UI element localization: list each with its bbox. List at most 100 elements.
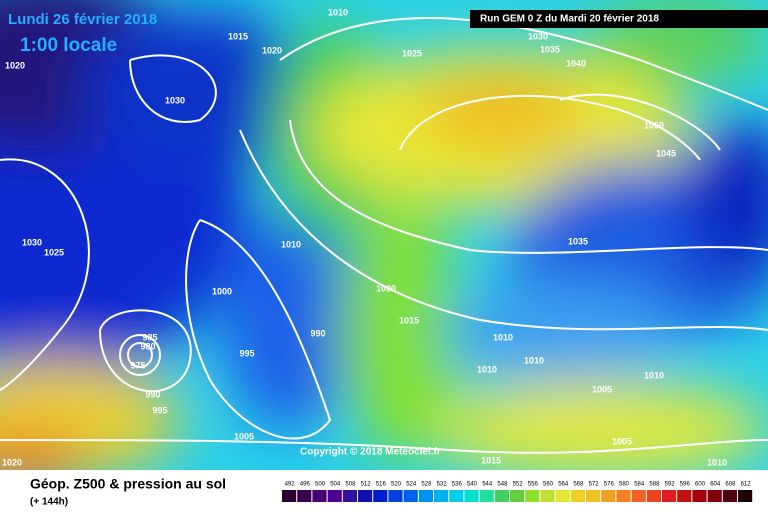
isobar-label: 1010 (644, 370, 664, 380)
isobar-label: 1010 (328, 7, 348, 17)
scale-label: 504 (330, 482, 341, 488)
scale-swatch (297, 490, 312, 502)
scale-label: 512 (361, 482, 372, 488)
isobar-label: 1050 (644, 120, 664, 130)
legend-title: Géop. Z500 & pression au sol (30, 476, 226, 492)
scale-label: 500 (315, 482, 326, 488)
scale-swatch (342, 490, 357, 502)
copyright: Copyright © 2018 Meteociel.fr (300, 447, 441, 458)
isobar-label: 975 (130, 360, 145, 370)
scale-label: 584 (634, 482, 645, 488)
scale-swatch (403, 490, 418, 502)
scale-label: 508 (345, 482, 356, 488)
color-scale: 492 496 500 504 508 512 516 520 524 528 532 536 540 5… (282, 482, 753, 502)
isobar-label: 1045 (656, 148, 676, 158)
scale-swatch (692, 490, 707, 502)
scale-swatch (616, 490, 631, 502)
scale-swatch (631, 490, 646, 502)
isobar-label: 1025 (44, 247, 64, 257)
field (0, 0, 768, 470)
scale-label: 548 (497, 482, 508, 488)
scale-label: 532 (437, 482, 448, 488)
isobar-label: 1040 (566, 58, 586, 68)
isobar-label: 1030 (528, 31, 548, 41)
scale-label: 576 (604, 482, 615, 488)
scale-swatch (510, 490, 525, 502)
scale-label: 564 (558, 482, 569, 488)
scale-swatch (479, 490, 494, 502)
scale-swatch (570, 490, 585, 502)
scale-label: 556 (528, 482, 539, 488)
scale-swatch (707, 490, 722, 502)
scale-label: 600 (695, 482, 706, 488)
scale-label: 536 (452, 482, 463, 488)
scale-swatch (464, 490, 479, 502)
isobar-label: 1010 (524, 355, 544, 365)
isobar-label: 1025 (402, 48, 422, 58)
scale-swatch (677, 490, 692, 502)
scale-swatch (722, 490, 737, 502)
isobar-label: 1020 (262, 45, 282, 55)
scale-label: 524 (406, 482, 417, 488)
scale-label: 544 (482, 482, 493, 488)
scale-label: 572 (589, 482, 600, 488)
isobar-label: 1005 (592, 384, 612, 394)
isobar-label: 1035 (540, 44, 560, 54)
scale-swatch (327, 490, 342, 502)
scale-label: 604 (710, 482, 721, 488)
scale-label: 520 (391, 482, 402, 488)
isobar-label: 1005 (234, 431, 254, 441)
scale-swatch (373, 490, 388, 502)
scale-label: 580 (619, 482, 630, 488)
scale-swatch (449, 490, 464, 502)
scale-label: 592 (665, 482, 676, 488)
scale-swatch (434, 490, 449, 502)
isobar-labels: 1010 1015 1020 1020 1025 1030 1035 1040 1030 1050… (2, 7, 727, 467)
isobar-label: 1020 (2, 457, 22, 467)
scale-swatch (601, 490, 616, 502)
isobar-label: 1005 (612, 436, 632, 446)
scale-swatch (662, 490, 677, 502)
isobar-label: 1015 (399, 315, 419, 325)
isobars (0, 17, 768, 454)
scale-swatch (358, 490, 373, 502)
scale-label: 560 (543, 482, 554, 488)
scale-label: 552 (513, 482, 524, 488)
isobar-label: 990 (310, 328, 325, 338)
forecast-time: 1:00 locale (20, 35, 117, 56)
scale-swatch (586, 490, 601, 502)
isobar-label: 980 (140, 341, 155, 351)
scale-label: 496 (300, 482, 311, 488)
isobar-label: 995 (152, 405, 167, 415)
forecast-date: Lundi 26 février 2018 (8, 11, 157, 28)
isobar-label: 985 (142, 332, 157, 342)
isobar-label: 1015 (228, 31, 248, 41)
scale-label: 540 (467, 482, 478, 488)
scale-label: 492 (285, 482, 296, 488)
isobar-label: 1010 (477, 364, 497, 374)
scale-label: 596 (680, 482, 691, 488)
scale-swatch (388, 490, 403, 502)
scale-swatch (418, 490, 433, 502)
scale-swatch (646, 490, 661, 502)
isobar-label: 1020 (376, 283, 396, 293)
isobar-label: 1020 (5, 60, 25, 70)
scale-label: 588 (649, 482, 660, 488)
run-info: Run GEM 0 Z du Mardi 20 février 2018 (480, 14, 659, 25)
scale-label: 516 (376, 482, 387, 488)
isobar-label: 1010 (707, 457, 727, 467)
scale-swatch (494, 490, 509, 502)
scale-swatch (312, 490, 327, 502)
isobar-label: 1035 (568, 236, 588, 246)
isobar-label: 1010 (281, 239, 301, 249)
scale-label: 612 (741, 482, 752, 488)
isobar-label: 1030 (165, 95, 185, 105)
isobar-label: 1015 (481, 455, 501, 465)
isobar-label: 1010 (493, 332, 513, 342)
legend-subtitle: (+ 144h) (30, 497, 68, 508)
scale-label: 528 (421, 482, 432, 488)
scale-swatch (525, 490, 540, 502)
scale-swatch (555, 490, 570, 502)
isobar-label: 990 (145, 389, 160, 399)
